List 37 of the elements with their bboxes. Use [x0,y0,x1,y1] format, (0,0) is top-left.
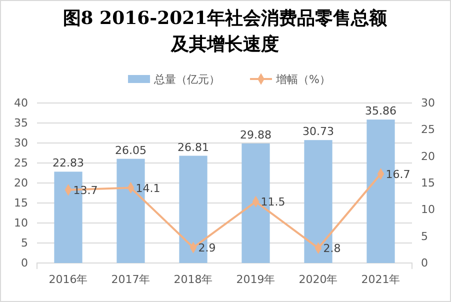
data-label: 16.7 [386,168,410,181]
y-tick-label: 25 [14,156,28,170]
x-tick-label: 2020年 [298,273,338,286]
y2-tick-label: 0 [421,256,428,270]
y2-tick-label: 20 [421,150,435,163]
legend-label: 总量（亿元） [153,73,220,86]
y-tick-label: 20 [14,176,28,190]
x-tick-label: 2017年 [111,273,150,286]
data-label: 29.88 [240,128,272,142]
y-tick-label: 15 [14,196,28,210]
y-tick-label: 30 [14,136,28,150]
data-label: 26.81 [178,140,209,154]
y-tick-label: 35 [14,116,28,130]
y2-tick-label: 30 [421,96,435,110]
data-label: 13.7 [73,184,98,197]
y-tick-label: 40 [14,96,28,110]
x-tick-label: 2016年 [48,273,88,286]
x-tick-label: 2021年 [361,273,400,286]
data-label: 11.5 [260,196,286,209]
chart-title: 图8 2016-2021年社会消费品零售总额及其增长速度 [62,8,388,55]
data-label: 35.86 [365,104,396,118]
data-label: 14.1 [136,182,160,195]
x-tick-label: 2018年 [174,273,213,286]
y-tick-label: 0 [21,256,28,270]
y-tick-label: 10 [14,216,28,230]
y-tick-label: 5 [21,236,28,250]
y2-tick-label: 25 [421,123,435,136]
data-label: 2.9 [198,242,216,255]
x-tick-label: 2019年 [236,273,276,286]
y2-tick-label: 15 [421,176,435,190]
data-label: 26.05 [115,144,146,157]
y2-tick-label: 10 [421,203,435,216]
y2-tick-label: 5 [421,230,428,243]
data-label: 22.83 [52,156,84,170]
data-label: 30.73 [302,125,334,138]
legend-label: 增幅（%） [275,73,330,86]
data-label: 2.8 [323,242,341,256]
